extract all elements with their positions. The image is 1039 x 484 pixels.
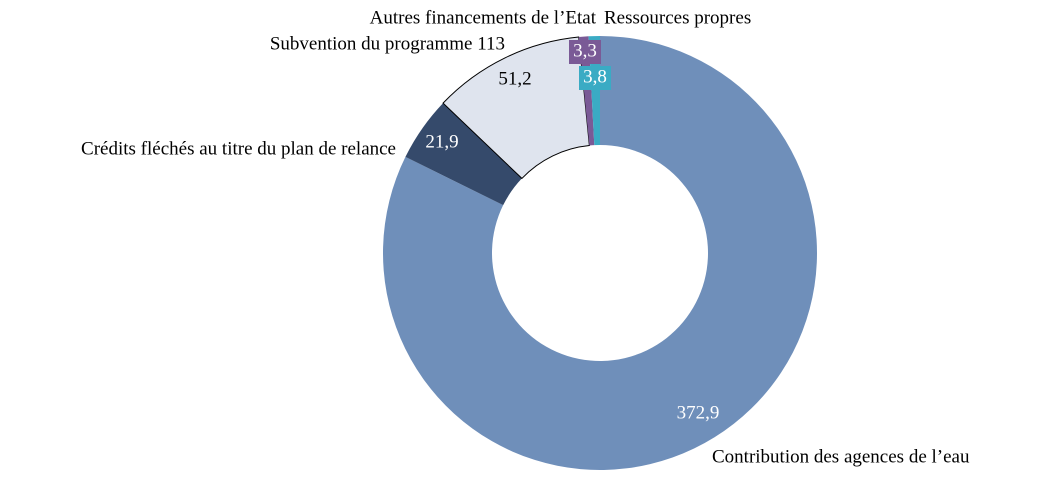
category-label: Subvention du programme 113 (270, 33, 505, 54)
value-label: 3,8 (583, 66, 607, 87)
donut-segment (383, 36, 817, 471)
value-label: 51,2 (498, 68, 531, 89)
donut-segment (442, 36, 590, 180)
donut-segment (405, 103, 522, 206)
value-label: 372,9 (677, 402, 720, 423)
value-label: 21,9 (425, 131, 458, 152)
category-label: Crédits fléchés au titre du plan de rela… (81, 138, 396, 159)
category-label: Contribution des agences de l’eau (712, 446, 970, 467)
category-label: Autres financements de l’Etat (370, 7, 597, 28)
value-label-box (579, 66, 611, 90)
value-label-box (569, 40, 601, 64)
value-label: 3,3 (573, 40, 597, 61)
category-label: Ressources propres (604, 7, 751, 28)
